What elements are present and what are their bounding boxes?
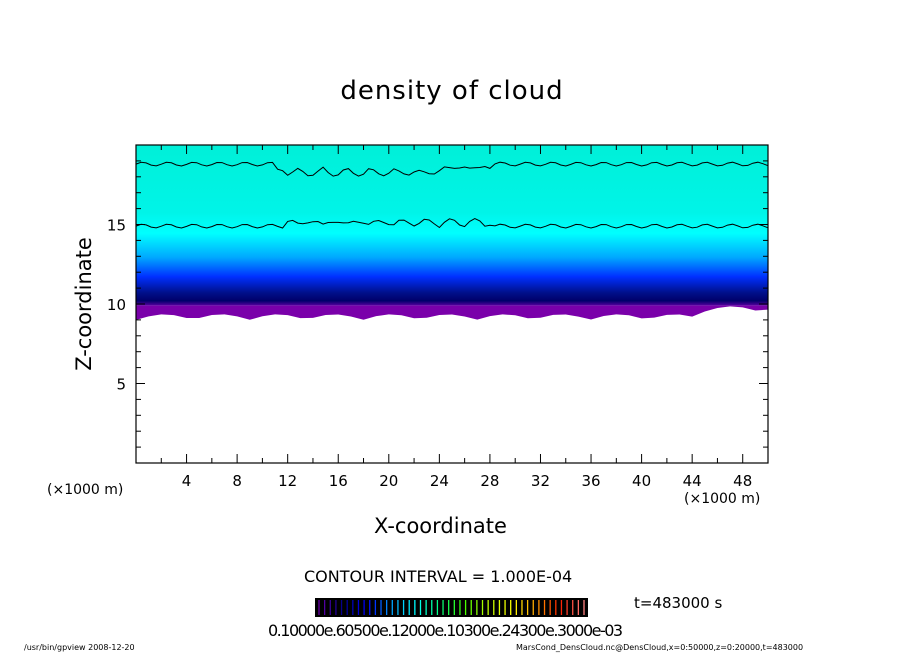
footer-right: MarsCond_DensCloud.nc@DensCloud,x=0:5000…	[516, 643, 804, 652]
y-tick-label: 15	[107, 217, 126, 235]
x-tick-label: 20	[379, 472, 398, 490]
x-tick-label: 4	[182, 472, 192, 490]
y-tick-label: 10	[107, 296, 126, 314]
x-axis-label: X-coordinate	[374, 514, 507, 538]
colorbar	[315, 598, 588, 617]
contour-interval: CONTOUR INTERVAL = 1.000E-04	[304, 567, 573, 586]
x-tick-label: 8	[232, 472, 242, 490]
footer-left: /usr/bin/gpview 2008-12-20	[24, 643, 135, 652]
x-tick-label: 16	[329, 472, 348, 490]
x-tick-label: 40	[632, 472, 651, 490]
chart-title: density of cloud	[340, 76, 564, 106]
x-tick-label: 32	[531, 472, 550, 490]
x-tick-label: 36	[581, 472, 600, 490]
x-unit-label: (×1000 m)	[684, 491, 761, 507]
contour-line	[135, 218, 769, 229]
colorbar-labels: 0.10000e.60500e.12000e.10300e.24300e.300…	[268, 621, 623, 640]
y-axis-label: Z-coordinate	[72, 237, 96, 371]
time-label: t=483000 s	[634, 594, 723, 612]
y-unit-label: (×1000 m)	[47, 482, 124, 498]
x-tick-label: 28	[480, 472, 499, 490]
lowest-density-band	[136, 305, 768, 320]
x-tick-label: 24	[430, 472, 449, 490]
x-tick-label: 44	[683, 472, 702, 490]
density-field	[136, 145, 768, 306]
x-tick-label: 12	[278, 472, 297, 490]
y-tick-label: 5	[116, 376, 126, 394]
contour-line	[135, 161, 769, 177]
x-tick-label: 48	[733, 472, 752, 490]
